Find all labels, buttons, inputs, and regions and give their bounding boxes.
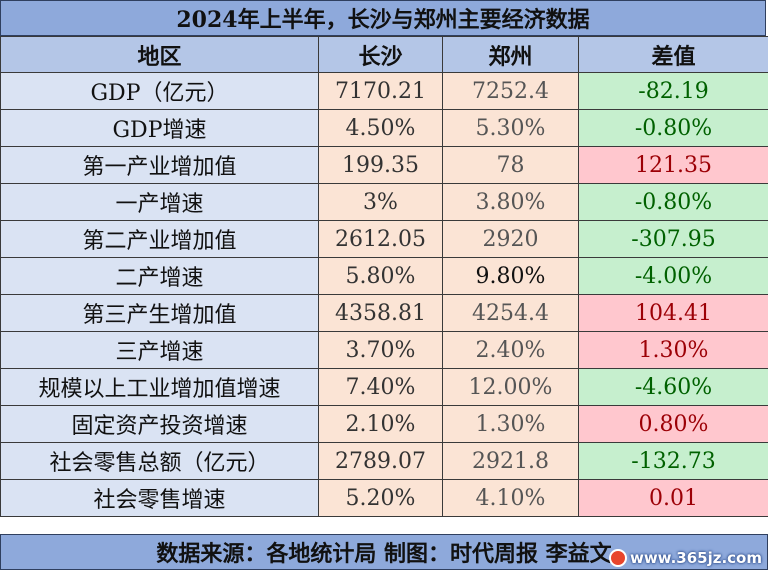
zhengzhou-cell: 78 [442, 146, 579, 184]
changsha-cell: 4358.81 [318, 294, 443, 332]
diff-cell: -0.80% [578, 183, 768, 221]
watermark: www.365jz.com [608, 549, 762, 567]
region-cell: 二产增速 [0, 257, 319, 295]
zhengzhou-cell: 4.10% [442, 479, 579, 517]
region-cell: 一产增速 [0, 183, 319, 221]
zhengzhou-cell: 12.00% [442, 368, 579, 406]
changsha-cell: 2789.07 [318, 442, 443, 480]
region-cell: 固定资产投资增速 [0, 405, 319, 443]
table-row: 二产增速 5.80% 9.80% -4.00% [0, 257, 768, 295]
table-title: 2024年上半年，长沙与郑州主要经济数据 [0, 0, 766, 36]
changsha-cell: 7170.21 [318, 72, 443, 110]
changsha-cell: 3.70% [318, 331, 443, 369]
table-row: 第三产生增加值 4358.81 4254.4 104.41 [0, 294, 768, 332]
changsha-cell: 5.20% [318, 479, 443, 517]
region-cell: 第三产生增加值 [0, 294, 319, 332]
watermark-text: www.365jz.com [629, 549, 762, 567]
region-cell: 社会零售增速 [0, 479, 319, 517]
diff-cell: -4.00% [578, 257, 768, 295]
zhengzhou-cell: 5.30% [442, 109, 579, 147]
source-footer: 数据来源：各地统计局 制图：时代周报 李益文 [0, 534, 768, 570]
zhengzhou-cell: 4254.4 [442, 294, 579, 332]
zhengzhou-cell: 2921.8 [442, 442, 579, 480]
header-diff: 差值 [578, 36, 768, 73]
region-cell: 社会零售总额（亿元） [0, 442, 319, 480]
changsha-cell: 7.40% [318, 368, 443, 406]
changsha-cell: 3% [318, 183, 443, 221]
zhengzhou-cell: 2920 [442, 220, 579, 258]
zhengzhou-cell: 2.40% [442, 331, 579, 369]
zhengzhou-cell: 7252.4 [442, 72, 579, 110]
diff-cell: -4.60% [578, 368, 768, 406]
table-row: 社会零售增速 5.20% 4.10% 0.01 [0, 479, 768, 517]
changsha-cell: 199.35 [318, 146, 443, 184]
table-row: 固定资产投资增速 2.10% 1.30% 0.80% [0, 405, 768, 443]
table-row: GDP增速 4.50% 5.30% -0.80% [0, 109, 768, 147]
table-row: 一产增速 3% 3.80% -0.80% [0, 183, 768, 221]
watermark-logo-icon [608, 549, 627, 567]
diff-cell: -0.80% [578, 109, 768, 147]
diff-cell: -307.95 [578, 220, 768, 258]
changsha-cell: 4.50% [318, 109, 443, 147]
diff-cell: 104.41 [578, 294, 768, 332]
footer-text: 数据来源：各地统计局 制图：时代周报 李益文 [156, 541, 612, 567]
table-row: 规模以上工业增加值增速 7.40% 12.00% -4.60% [0, 368, 768, 406]
diff-cell: 121.35 [578, 146, 768, 184]
table-body: GDP（亿元） 7170.21 7252.4 -82.19 GDP增速 4.50% 5.30… [0, 72, 768, 517]
table-row: 三产增速 3.70% 2.40% 1.30% [0, 331, 768, 369]
header-region: 地区 [0, 36, 319, 73]
changsha-cell: 2.10% [318, 405, 443, 443]
region-cell: 三产增速 [0, 331, 319, 369]
header-changsha: 长沙 [318, 36, 443, 73]
diff-cell: 0.01 [578, 479, 768, 517]
region-cell: 规模以上工业增加值增速 [0, 368, 319, 406]
table-row: 第二产业增加值 2612.05 2920 -307.95 [0, 220, 768, 258]
region-cell: GDP（亿元） [0, 72, 319, 110]
region-cell: 第一产业增加值 [0, 146, 319, 184]
zhengzhou-cell: 3.80% [442, 183, 579, 221]
table-row: 社会零售总额（亿元） 2789.07 2921.8 -132.73 [0, 442, 768, 480]
zhengzhou-cell: 9.80% [442, 257, 579, 295]
diff-cell: -82.19 [578, 72, 768, 110]
diff-cell: 1.30% [578, 331, 768, 369]
data-table: 地区 长沙 郑州 差值 GDP（亿元） 7170.21 7252.4 -82.19 GD… [0, 36, 768, 517]
region-cell: GDP增速 [0, 109, 319, 147]
table-row: GDP（亿元） 7170.21 7252.4 -82.19 [0, 72, 768, 110]
diff-cell: 0.80% [578, 405, 768, 443]
region-cell: 第二产业增加值 [0, 220, 319, 258]
header-row: 地区 长沙 郑州 差值 [0, 36, 768, 73]
diff-cell: -132.73 [578, 442, 768, 480]
table-row: 第一产业增加值 199.35 78 121.35 [0, 146, 768, 184]
header-zhengzhou: 郑州 [442, 36, 579, 73]
changsha-cell: 2612.05 [318, 220, 443, 258]
zhengzhou-cell: 1.30% [442, 405, 579, 443]
changsha-cell: 5.80% [318, 257, 443, 295]
